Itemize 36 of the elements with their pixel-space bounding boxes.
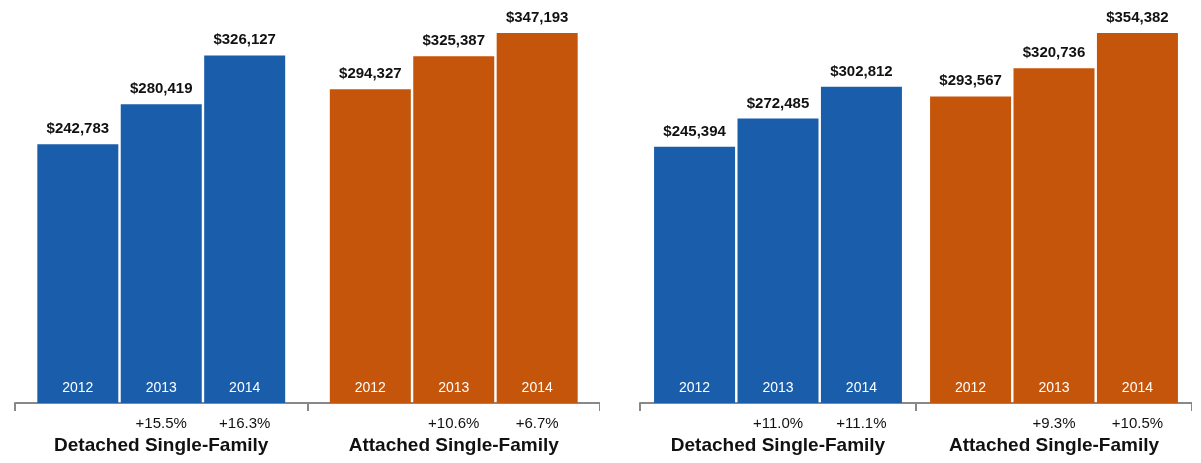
text: 2013 (438, 379, 470, 395)
text: +9.3% (1032, 413, 1076, 431)
data-label: $272,485 (746, 93, 810, 111)
data-label: $320,736 (1022, 43, 1086, 61)
text: +10.6% (428, 413, 480, 431)
text: 2012 (954, 379, 987, 395)
text: +11.0% (752, 413, 804, 431)
text: +16.3% (219, 413, 271, 431)
data-label: $354,382 (1106, 8, 1169, 25)
series-label: 2012 (62, 379, 94, 395)
series-label: 2013 (145, 379, 178, 395)
x-tick-label: Attached Single-Family (948, 434, 1160, 455)
data-label: $302,812 (830, 61, 893, 79)
x-tick-label: Attached Single-Family (348, 434, 560, 455)
series-label: 2012 (678, 379, 711, 395)
text: +6.7% (515, 413, 559, 431)
x-tick-label: Detached Single-Family (670, 434, 886, 455)
text: +11.1% (836, 413, 887, 431)
data-label: $326,127 (213, 30, 276, 48)
x-tick-label: Detached Single-Family (54, 434, 269, 455)
data-label: $294,327 (339, 64, 402, 82)
data-label: $293,567 (939, 71, 1002, 89)
text: 2014 (521, 379, 553, 395)
data-label: $242,783 (46, 119, 110, 137)
data-label: $325,387 (422, 31, 486, 49)
series-label: 2014 (229, 379, 261, 395)
text: 2012 (354, 379, 386, 395)
text: +10.5% (1111, 413, 1164, 431)
text: 2013 (1038, 379, 1070, 395)
text: 2014 (1121, 379, 1154, 395)
series-label: 2013 (762, 379, 794, 395)
data-label: $347,193 (505, 8, 569, 25)
data-label: $280,419 (129, 79, 193, 97)
text: +15.5% (135, 413, 187, 431)
data-label: $245,394 (663, 121, 727, 139)
series-label: 2014 (845, 379, 878, 395)
